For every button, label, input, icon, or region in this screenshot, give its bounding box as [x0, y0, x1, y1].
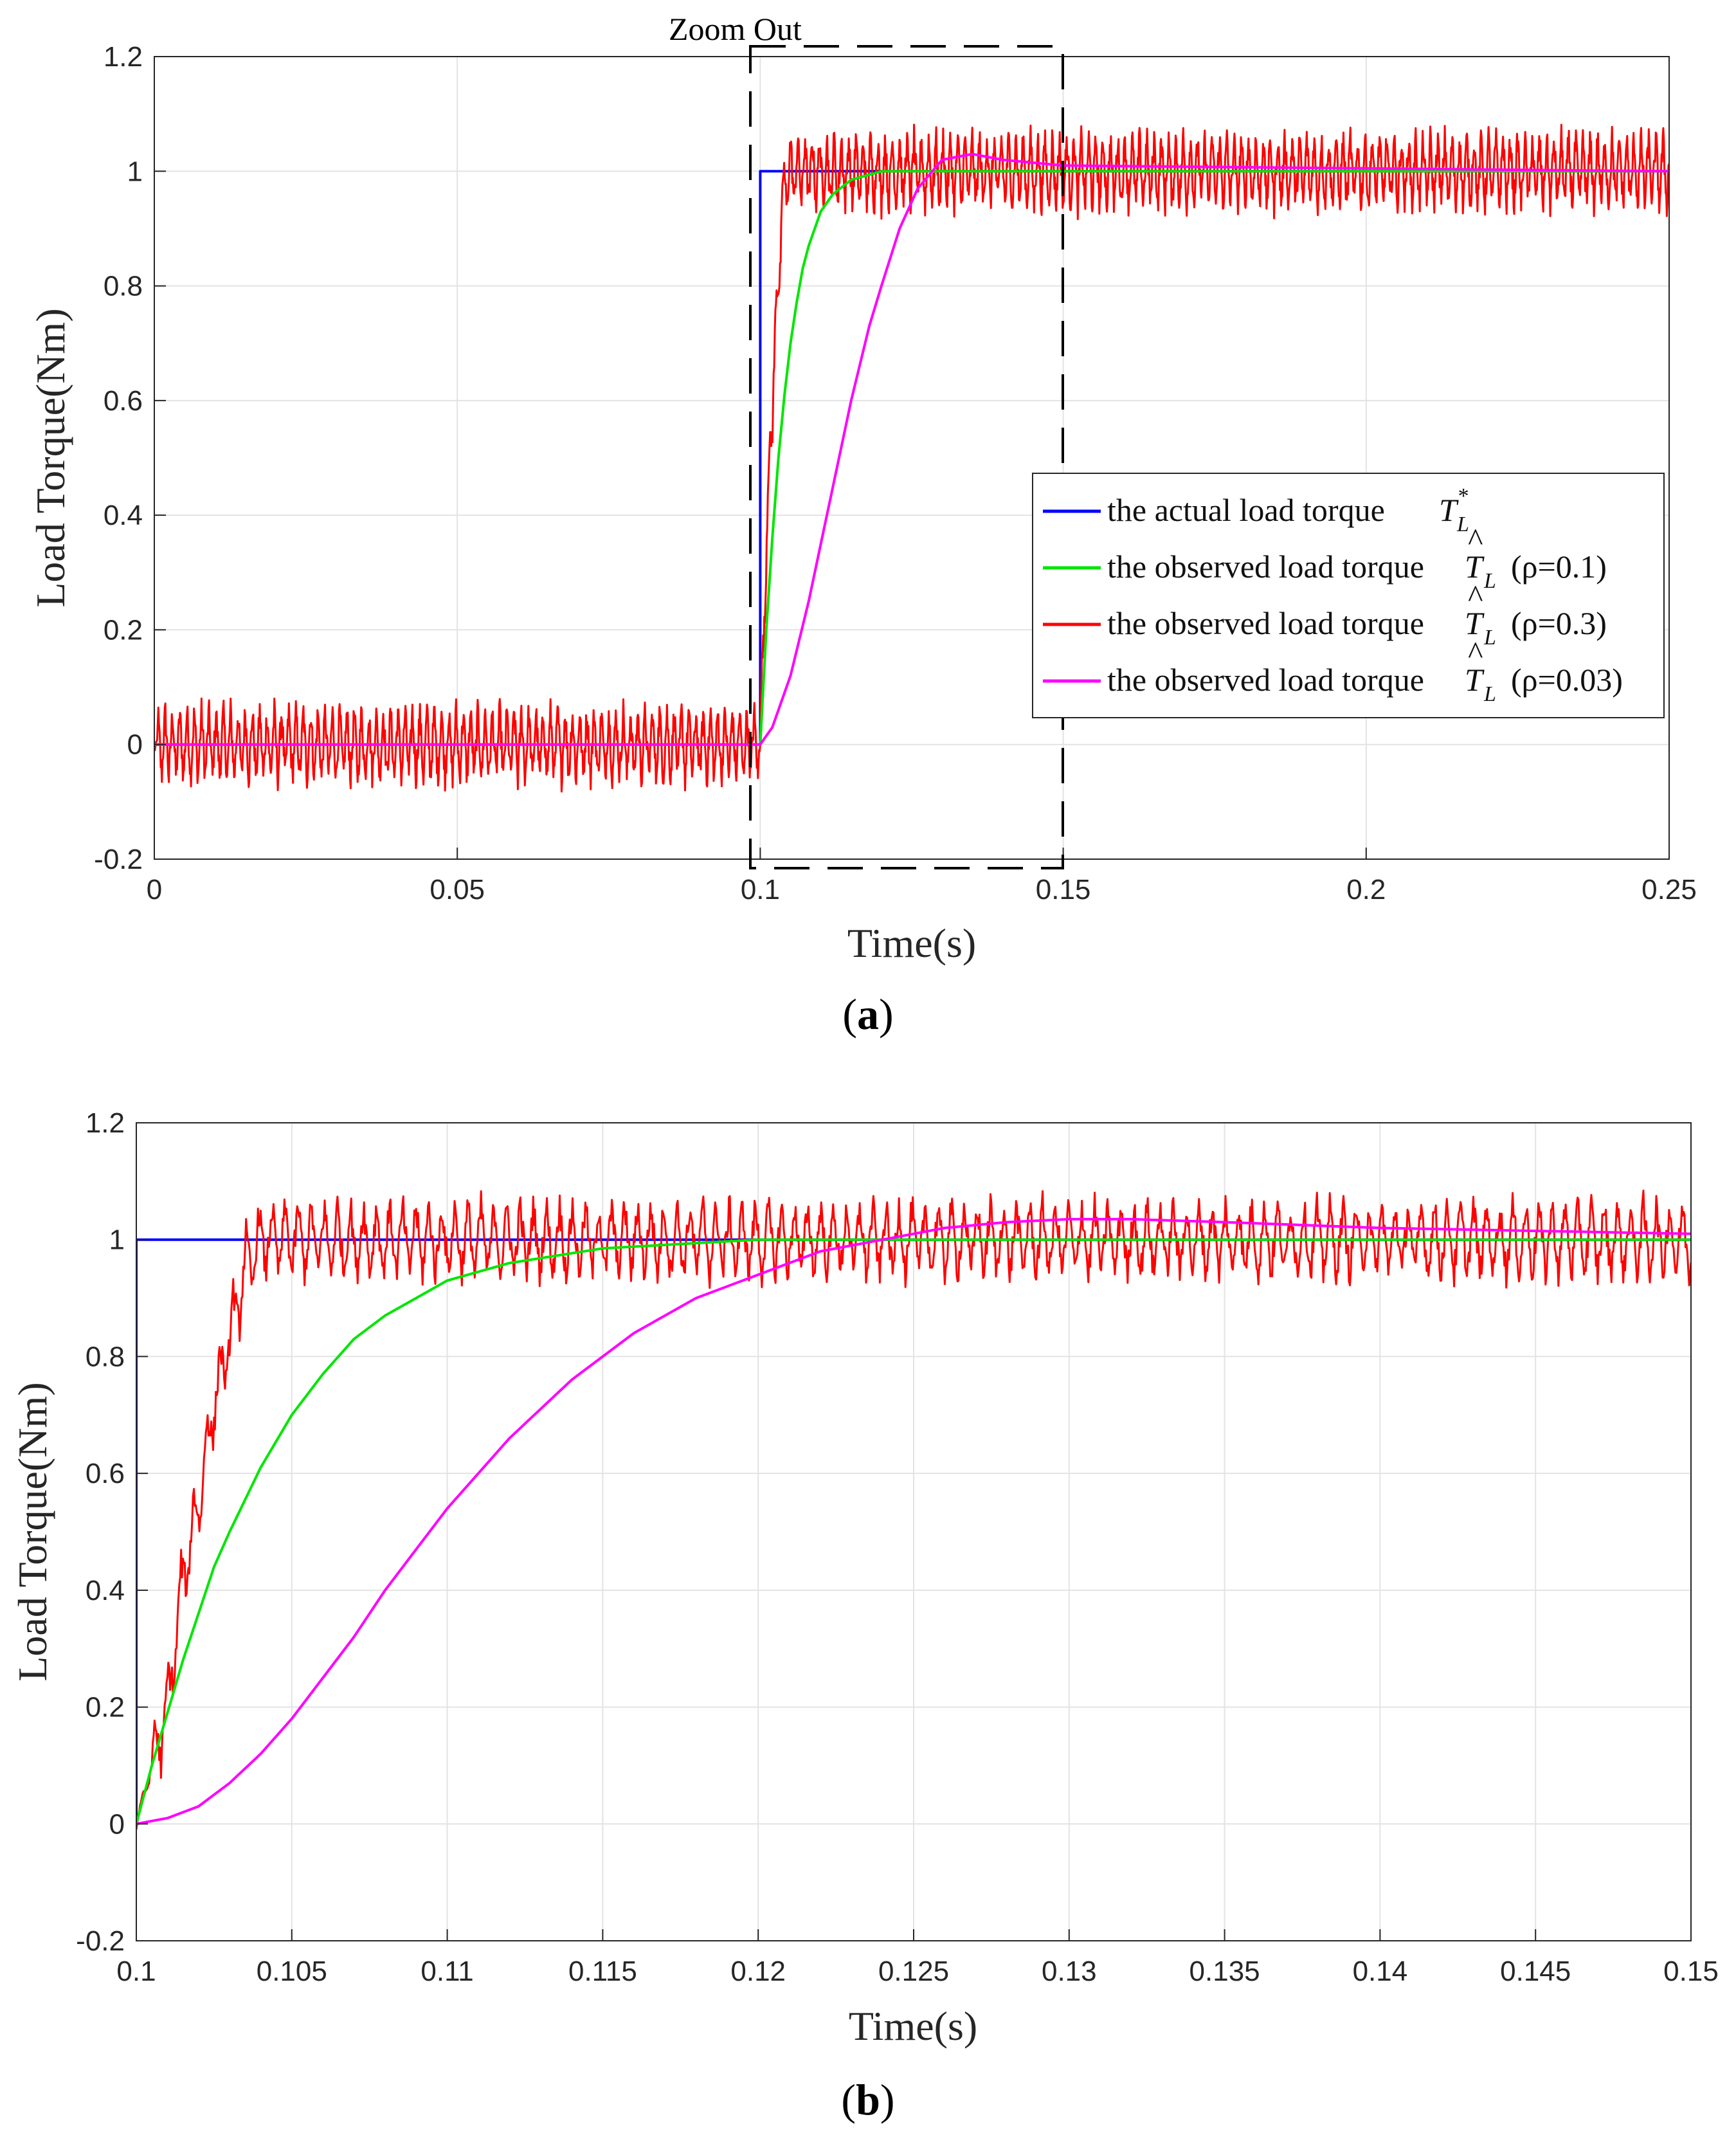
- chart-b: 0.1 0.105 0.11 0.115 0.12 0.125 0.13 0.135 0.14 0…: [10, 1107, 1719, 2124]
- x-tick-label: 0.105: [257, 1956, 327, 1987]
- y-tick-label: 0.8: [86, 1341, 125, 1372]
- x-tick-label: 0.145: [1500, 1956, 1571, 1987]
- legend-entry-rho-0.1: the observed load torque ^ T L (ρ=0.1): [1043, 522, 1607, 593]
- y-tick-label: 1.2: [86, 1107, 125, 1139]
- legend-entry-rho-0.3: the observed load torque ^ T L (ρ=0.3): [1043, 578, 1607, 650]
- y-tick-label: 0.6: [86, 1458, 125, 1489]
- x-tick-label: 0.15: [1663, 1956, 1719, 1987]
- x-tick-label: 0.2: [1346, 874, 1386, 905]
- legend-hat-rho-0.03: ^: [1467, 635, 1483, 671]
- y-tick-label: 0.8: [104, 271, 143, 302]
- legend-sup-actual: *: [1457, 484, 1468, 508]
- legend-label-actual: the actual load torque: [1107, 492, 1385, 528]
- legend-a: the actual load torque T * L the observe…: [1032, 473, 1665, 718]
- legend-label-rho-0.1: the observed load torque: [1107, 549, 1424, 585]
- y-tick-label: 0.4: [104, 500, 143, 531]
- y-axis-label-b: Load Torque(Nm): [10, 1382, 55, 1681]
- y-tick-label: -0.2: [94, 844, 143, 875]
- legend-param-rho-0.1: (ρ=0.1): [1511, 549, 1607, 585]
- x-tick-label: 0.12: [730, 1956, 786, 1987]
- x-axis-label-b: Time(s): [849, 2003, 977, 2049]
- series-line-a-3: [154, 152, 1669, 746]
- legend-param-rho-0.3: (ρ=0.3): [1511, 605, 1607, 641]
- y-tick-label: 0.4: [86, 1575, 125, 1606]
- legend-sub-rho-0.3: L: [1483, 626, 1496, 650]
- legend-box: [1032, 473, 1665, 718]
- x-tick-label: 0.14: [1353, 1956, 1408, 1987]
- legend-hat-rho-0.3: ^: [1467, 578, 1483, 614]
- legend-symbol-rho-0.03: T: [1465, 662, 1485, 698]
- x-tick-label: 0.115: [568, 1956, 637, 1987]
- y-tick-label: -0.2: [76, 1925, 125, 1957]
- caption-b: (b): [841, 2075, 894, 2124]
- y-tick-label: 0.2: [86, 1692, 125, 1723]
- y-tick-label: 1: [109, 1224, 125, 1256]
- caption-a: (a): [842, 990, 893, 1039]
- series-line-a-1: [154, 170, 1669, 746]
- x-tick-label: 0.125: [878, 1956, 949, 1987]
- legend-symbol-rho-0.1: T: [1465, 549, 1485, 585]
- legend-sub-rho-0.1: L: [1483, 569, 1496, 593]
- chart-a: 0 0.05 0.1 0.15 0.2 0.25-0.200.20.40.60.811.2…: [28, 11, 1697, 1039]
- zoom-out-box: [749, 45, 1064, 869]
- y-tick-label: 0.2: [104, 614, 143, 646]
- legend-symbol-actual: T: [1439, 492, 1459, 528]
- ticks-b: 0.1 0.105 0.11 0.115 0.12 0.125 0.13 0.135 0.14 0…: [76, 1107, 1719, 1987]
- y-tick-label: 1: [127, 156, 143, 187]
- zoom-out-label: Zoom Out: [669, 11, 802, 47]
- y-tick-label: 0.6: [104, 385, 143, 417]
- legend-entry-rho-0.03: the observed load torque ^ T L (ρ=0.03): [1043, 635, 1623, 706]
- x-tick-label: 0.05: [429, 874, 485, 905]
- y-tick-label: 0: [109, 1808, 125, 1840]
- x-tick-label: 0: [147, 874, 162, 905]
- legend-param-rho-0.03: (ρ=0.03): [1511, 662, 1623, 698]
- x-tick-label: 0.25: [1641, 874, 1697, 905]
- series-group-b: [136, 1189, 1691, 1830]
- y-axis-label-a: Load Torque(Nm): [28, 308, 73, 607]
- legend-sub-actual: L: [1456, 513, 1469, 536]
- series-group-a: [154, 123, 1669, 793]
- x-tick-label: 0.15: [1036, 874, 1091, 905]
- x-tick-label: 0.13: [1042, 1956, 1097, 1987]
- ticks-a: 0 0.05 0.1 0.15 0.2 0.25-0.200.20.40.60.811.2: [94, 41, 1697, 905]
- series-line-b-3: [136, 1217, 1691, 1826]
- legend-entry-actual: the actual load torque T * L: [1043, 484, 1469, 536]
- x-axis-label-a: Time(s): [847, 920, 976, 966]
- axes-box-a: [154, 56, 1670, 860]
- series-line-b-1: [136, 1238, 1691, 1824]
- legend-hat-rho-0.1: ^: [1467, 522, 1483, 558]
- legend-sub-rho-0.03: L: [1483, 682, 1496, 706]
- legend-label-rho-0.3: the observed load torque: [1107, 605, 1424, 641]
- x-tick-label: 0.1: [741, 874, 780, 905]
- y-tick-label: 1.2: [104, 41, 143, 73]
- caption-a-letter: a: [857, 990, 879, 1039]
- x-tick-label: 0.1: [116, 1956, 156, 1987]
- x-tick-label: 0.11: [420, 1956, 473, 1987]
- caption-b-letter: b: [856, 2075, 880, 2124]
- series-line-a-2: [154, 123, 1669, 793]
- x-tick-label: 0.135: [1189, 1956, 1260, 1987]
- legend-label-rho-0.03: the observed load torque: [1107, 662, 1424, 698]
- y-tick-label: 0: [127, 729, 143, 761]
- legend-symbol-rho-0.3: T: [1465, 605, 1485, 641]
